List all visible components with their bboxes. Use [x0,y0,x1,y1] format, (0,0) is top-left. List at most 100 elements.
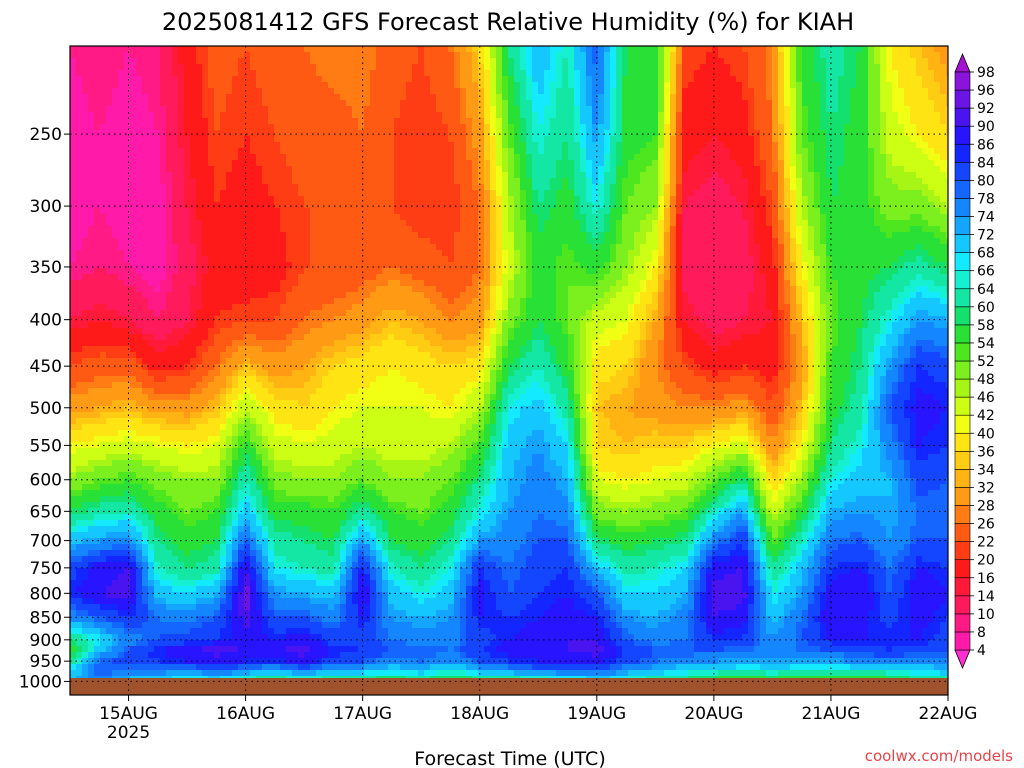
heatmap-cell [910,100,917,107]
heatmap-cell [142,100,149,107]
heatmap-cell [778,100,785,107]
heatmap-cell [670,100,677,107]
heatmap-cell [442,106,449,113]
heatmap-cell [286,100,293,107]
heatmap-cell [544,178,551,185]
heatmap-cell [634,124,641,131]
heatmap-cell [568,100,575,107]
heatmap-cell [178,46,185,53]
heatmap-cell [220,70,227,77]
heatmap-cell [886,226,893,233]
heatmap-cell [496,178,503,185]
heatmap-cell [724,88,731,95]
heatmap-cell [136,46,143,53]
heatmap-cell [892,220,899,227]
heatmap-cell [736,142,743,149]
heatmap-cell [616,70,623,77]
heatmap-cell [412,130,419,137]
heatmap-cell [604,70,611,77]
heatmap-cell [100,112,107,119]
heatmap-cell [118,244,125,251]
heatmap-cell [484,244,491,251]
heatmap-cell [106,178,113,185]
heatmap-cell [844,190,851,197]
heatmap-cell [754,130,761,137]
heatmap-cell [538,112,545,119]
heatmap-cell [112,160,119,167]
heatmap-cell [634,106,641,113]
heatmap-cell [586,208,593,215]
heatmap-cell [214,46,221,53]
heatmap-cell [550,136,557,143]
heatmap-cell [346,178,353,185]
heatmap-cell [694,94,701,101]
heatmap-cell [574,196,581,203]
heatmap-cell [520,82,527,89]
heatmap-cell [766,244,773,251]
heatmap-cell [652,226,659,233]
heatmap-cell [928,88,935,95]
heatmap-cell [940,214,947,221]
heatmap-cell [340,112,347,119]
heatmap-cell [796,184,803,191]
heatmap-cell [862,202,869,209]
heatmap-cell [568,118,575,125]
heatmap-cell [676,226,683,233]
heatmap-cell [514,244,521,251]
heatmap-cell [820,244,827,251]
heatmap-cell [424,202,431,209]
heatmap-cell [718,208,725,215]
heatmap-cell [700,82,707,89]
heatmap-cell [292,124,299,131]
heatmap-cell [820,112,827,119]
heatmap-cell [100,160,107,167]
heatmap-cell [292,70,299,77]
heatmap-cell [880,208,887,215]
heatmap-cell [694,184,701,191]
heatmap-cell [394,58,401,65]
heatmap-cell [106,214,113,221]
heatmap-cell [832,220,839,227]
heatmap-cell [616,172,623,179]
heatmap-cell [694,214,701,221]
heatmap-cell [472,148,479,155]
heatmap-cell [136,82,143,89]
heatmap-cell [886,76,893,83]
heatmap-cell [340,238,347,245]
heatmap-cell [100,130,107,137]
heatmap-cell [334,220,341,227]
heatmap-cell [424,232,431,239]
heatmap-cell [916,58,923,65]
heatmap-cell [640,106,647,113]
heatmap-cell [490,178,497,185]
heatmap-cell [664,178,671,185]
heatmap-cell [676,154,683,161]
heatmap-cell [886,94,893,101]
heatmap-cell [166,190,173,197]
heatmap-cell [544,154,551,161]
heatmap-cell [190,148,197,155]
heatmap-cell [472,100,479,107]
heatmap-cell [718,220,725,227]
heatmap-cell [574,70,581,77]
heatmap-cell [490,76,497,83]
heatmap-cell [598,118,605,125]
heatmap-cell [766,190,773,197]
heatmap-cell [316,106,323,113]
heatmap-cell [778,214,785,221]
heatmap-cell [664,94,671,101]
heatmap-cell [592,154,599,161]
heatmap-cell [82,58,89,65]
heatmap-cell [832,232,839,239]
heatmap-cell [100,88,107,95]
heatmap-cell [868,232,875,239]
heatmap-cell [880,202,887,209]
heatmap-cell [424,220,431,227]
heatmap-cell [340,106,347,113]
heatmap-cell [910,136,917,143]
heatmap-cell [268,124,275,131]
heatmap-cell [676,232,683,239]
heatmap-cell [478,232,485,239]
heatmap-cell [598,226,605,233]
heatmap-cell [664,124,671,131]
